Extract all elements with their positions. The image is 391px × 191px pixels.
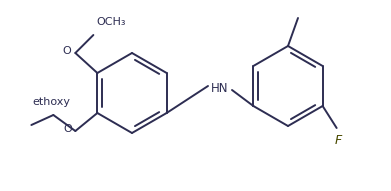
Text: F: F (335, 134, 342, 147)
Text: ethoxy: ethoxy (32, 97, 70, 107)
Text: O: O (62, 46, 71, 56)
Text: HN: HN (211, 82, 229, 95)
Text: O: O (63, 124, 72, 134)
Text: OCH₃: OCH₃ (96, 17, 126, 27)
